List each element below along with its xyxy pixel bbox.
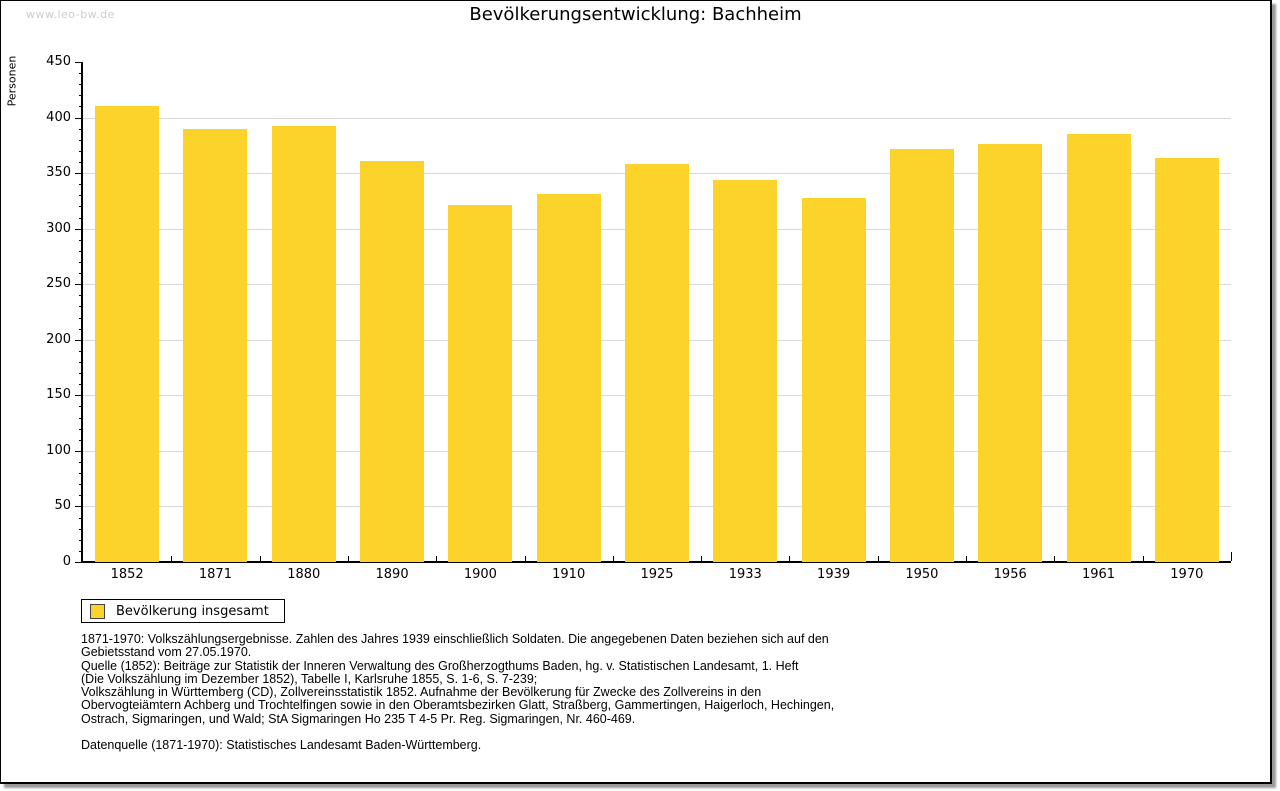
x-axis-label-1933: 1933 [728, 567, 762, 582]
x-axis-tick [436, 556, 438, 561]
x-axis-label-1900: 1900 [463, 567, 497, 582]
x-axis-label-1950: 1950 [905, 567, 939, 582]
footnote-lines: 1871-1970: Volkszählungsergebnisse. Zahl… [81, 632, 921, 726]
legend-swatch-icon [90, 603, 105, 619]
x-axis-tick [966, 556, 968, 561]
footnote-block: 1871-1970: Volkszählungsergebnisse. Zahl… [81, 632, 921, 753]
x-axis-label-1961: 1961 [1081, 567, 1116, 582]
y-axis-tick [75, 562, 83, 563]
y-axis-tick [75, 450, 83, 452]
x-axis-tick [612, 556, 614, 561]
x-axis-label-1956: 1956 [993, 567, 1027, 582]
y-axis-tick [75, 62, 83, 63]
y-axis-tick-label: 450 [46, 54, 71, 69]
x-axis-line [81, 561, 1231, 563]
x-axis-label-1910: 1910 [552, 567, 586, 582]
y-axis-tick-label: 400 [46, 109, 71, 125]
x-axis-label-1970: 1970 [1170, 567, 1204, 582]
datasource-line: Datenquelle (1871-1970): Statistisches L… [81, 738, 482, 753]
footnote-line: 1871-1970: Volkszählungsergebnisse. Zahl… [81, 632, 829, 646]
footnote-line: (Die Volkszählung im Dezember 1852), Tab… [81, 671, 538, 686]
x-axis-tick [1054, 556, 1056, 561]
x-axis-label-1871: 1871 [198, 567, 232, 582]
y-axis-tick [75, 395, 83, 397]
footnote-line: Volkszählung in Württemberg (CD), Zollve… [81, 685, 762, 700]
bar-1880 [271, 126, 336, 562]
x-axis-tick [171, 556, 173, 561]
x-axis-tick [1231, 552, 1232, 561]
y-axis-tick-label: 200 [46, 331, 71, 347]
bar-1961 [1066, 134, 1131, 562]
bar-1970 [1154, 157, 1219, 562]
y-axis-tick-label: 300 [46, 220, 71, 236]
bar-1933 [713, 179, 778, 562]
x-axis-label-1925: 1925 [640, 567, 674, 582]
y-axis-tick [75, 284, 83, 286]
y-axis-tick [75, 339, 83, 341]
y-axis-tick [75, 117, 83, 119]
y-axis-tick-label: 250 [46, 276, 71, 292]
y-axis-tick-label: 100 [46, 442, 71, 458]
x-axis-tick [701, 556, 703, 561]
x-axis-label-1852: 1852 [110, 567, 144, 582]
bar-1950 [889, 148, 954, 562]
footnote-line: Ostrach, Sigmaringen, und Wald; StA Sigm… [81, 711, 636, 726]
y-axis-tick [75, 173, 83, 175]
legend-box: Bevölkerung insgesamt [81, 599, 285, 623]
x-axis-label-1939: 1939 [817, 567, 851, 582]
legend-label: Bevölkerung insgesamt [116, 603, 269, 619]
bar-1956 [978, 144, 1043, 562]
grid-line [83, 117, 1231, 119]
bar-1939 [801, 197, 866, 562]
bar-1900 [448, 205, 513, 562]
plot-area: 0 50 100 150 200 250 300 350 400 450 1852 1871 1880 1… [1, 1, 1270, 782]
chart-title: Bevölkerungsentwicklung: Bachheim [469, 4, 802, 25]
x-axis-tick [1142, 556, 1144, 561]
x-axis-tick [259, 556, 261, 561]
bar-1925 [625, 164, 689, 562]
y-axis-tick [75, 506, 83, 508]
x-axis-tick [347, 556, 349, 561]
x-axis-tick [789, 556, 791, 561]
watermark-url: www.leo-bw.de [26, 8, 115, 21]
bar-1871 [183, 128, 248, 562]
bar-1910 [536, 194, 601, 562]
footnote-line: Obervogteiämtern Achberg und Trochtelfin… [81, 698, 835, 713]
y-axis-line [81, 62, 83, 563]
bar-1890 [360, 160, 425, 562]
x-axis-label-1890: 1890 [375, 567, 409, 582]
y-axis-tick-label: 50 [54, 498, 71, 514]
x-axis-tick [524, 556, 526, 561]
y-axis-tick-label: 350 [46, 165, 71, 181]
x-axis-tick [877, 556, 879, 561]
footnote-line: Gebietsstand vom 27.05.1970. [81, 645, 252, 660]
y-axis-tick [75, 228, 83, 230]
y-axis-tick-label: 0 [62, 554, 71, 569]
y-axis-tick-label: 150 [46, 387, 71, 403]
x-axis-label-1880: 1880 [287, 567, 321, 582]
footnote-line: Quelle (1852): Beiträge zur Statistik de… [81, 658, 799, 673]
bar-1852 [95, 106, 160, 562]
